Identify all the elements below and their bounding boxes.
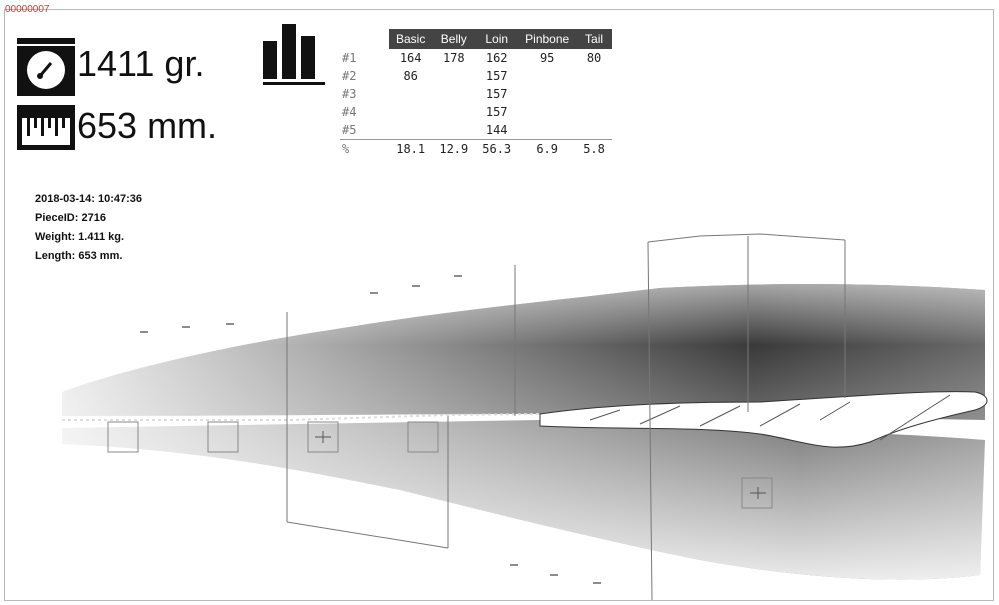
table-cell: 56.3	[475, 139, 519, 158]
table-cell	[518, 67, 576, 85]
cut-summary-table: Basic Belly Loin Pinbone Tail #1 164 178…	[340, 29, 612, 158]
table-row: #3 157	[340, 85, 612, 103]
col-header-belly: Belly	[432, 29, 476, 49]
row-label: #3	[342, 87, 357, 101]
table-cell	[518, 85, 576, 103]
table-cell	[576, 67, 612, 85]
ruler-icon	[17, 105, 75, 150]
table-cell	[389, 121, 432, 140]
table-cell	[389, 85, 432, 103]
row-label: %	[340, 139, 389, 158]
col-header-pinbone: Pinbone	[518, 29, 577, 49]
table-row: #1 164 178 162 95 80	[340, 49, 612, 67]
bar-chart-icon[interactable]	[263, 24, 325, 86]
table-cell: 157	[485, 69, 508, 83]
table-cell	[432, 121, 475, 140]
table-cell: 5.8	[576, 139, 612, 158]
table-cell	[432, 103, 475, 121]
row-label: #1	[342, 51, 357, 65]
row-label: #4	[342, 105, 357, 119]
table-cell: 86	[403, 69, 418, 83]
table-cell: 144	[485, 123, 508, 137]
table-cell: 95	[539, 51, 555, 65]
piece-length: Length: 653 mm.	[35, 250, 123, 262]
table-row: #4 157	[340, 103, 612, 121]
length-readout: 653 mm.	[77, 105, 218, 146]
table-cell	[576, 85, 612, 103]
header-code: 00000007	[5, 4, 50, 15]
row-label: #2	[342, 69, 357, 83]
timestamp: 2018-03-14: 10:47:36	[35, 193, 143, 205]
table-cell: 164	[399, 51, 422, 65]
table-cell: 6.9	[518, 139, 577, 158]
table-row: #5 144	[340, 121, 612, 140]
table-cell	[389, 103, 432, 121]
col-header-basic: Basic	[389, 29, 433, 49]
table-row: #2 86 157	[340, 67, 612, 85]
table-cell: 157	[485, 87, 508, 101]
row-label: #5	[342, 123, 357, 137]
piece-weight: Weight: 1.411 kg.	[35, 231, 125, 243]
table-cell: 18.1	[389, 139, 433, 158]
table-cell	[518, 103, 576, 121]
piece-metadata: 2018-03-14: 10:47:36 PieceID: 2716 Weigh…	[35, 190, 142, 266]
table-cell	[576, 103, 612, 121]
table-cell	[432, 67, 475, 85]
table-cell	[518, 121, 576, 140]
table-corner	[340, 29, 389, 49]
table-row-percent: % 18.1 12.9 56.3 6.9 5.8	[340, 139, 612, 158]
table-cell: 157	[485, 105, 508, 119]
scan-view-frame: 00000007 1411 gr. 653 mm. Basic	[4, 4, 994, 601]
scale-icon	[17, 38, 75, 96]
col-header-loin: Loin	[475, 29, 519, 49]
table-cell	[432, 85, 475, 103]
col-header-tail: Tail	[576, 29, 612, 49]
table-cell: 12.9	[432, 139, 476, 158]
table-cell: 162	[485, 51, 508, 65]
weight-readout: 1411 gr.	[77, 43, 205, 84]
table-cell	[576, 121, 612, 140]
table-cell: 80	[586, 51, 602, 65]
piece-id: PieceID: 2716	[35, 212, 106, 224]
table-cell: 178	[442, 51, 465, 65]
